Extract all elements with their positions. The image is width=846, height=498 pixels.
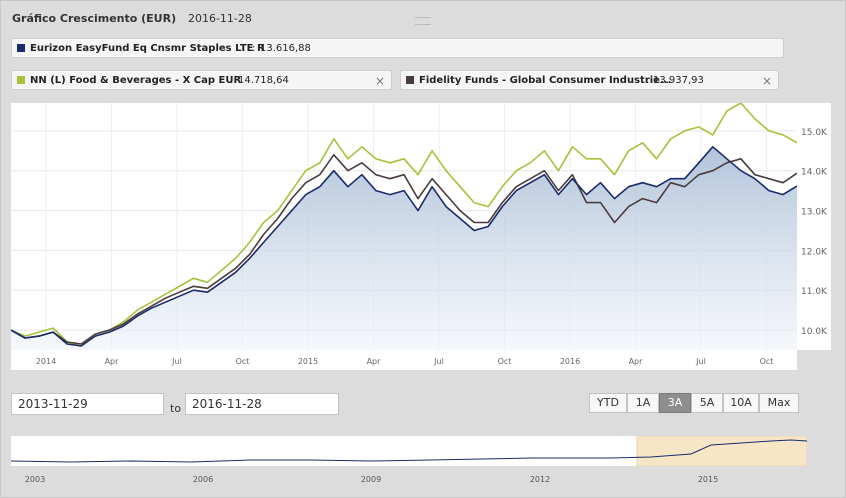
range-button-3a[interactable]: 3A	[659, 393, 691, 413]
navigator-tick-label: 2015	[698, 475, 718, 484]
y-tick-label: 11.0K	[801, 287, 828, 297]
x-tick-label: 2016	[560, 357, 580, 366]
close-icon[interactable]: ×	[761, 74, 772, 88]
series-line-nn	[11, 103, 797, 347]
navigator-tick-label: 2003	[25, 475, 45, 484]
growth-chart[interactable]	[11, 103, 797, 350]
navigator-tick-label: 2012	[530, 475, 550, 484]
legend-value: 13.937,93	[653, 75, 704, 86]
x-tick-label: Oct	[236, 357, 250, 366]
series-swatch-icon	[406, 76, 414, 84]
x-tick-label: Apr	[105, 357, 120, 366]
legend-name: Eurizon EasyFund Eq Cnsmr Staples LTE R	[30, 43, 265, 54]
legend-item-fidelity: Fidelity Funds - Global Consumer Industr…	[400, 70, 779, 90]
navigator-tick-label: 2006	[193, 475, 213, 484]
navigator-tick-label: 2009	[361, 475, 381, 484]
chart-title-text: Gráfico Crescimento (EUR)	[12, 12, 177, 25]
y-tick-label: 10.0K	[801, 327, 828, 337]
series-swatch-icon	[17, 44, 25, 52]
range-button-10a[interactable]: 10A	[723, 393, 759, 413]
x-tick-label: Oct	[498, 357, 512, 366]
series-swatch-icon	[17, 76, 25, 84]
navigator-x-axis: 2003 2006 2009 2012 2015	[25, 475, 718, 484]
legend-item-nn: NN (L) Food & Beverages - X Cap EUR : 14…	[11, 70, 392, 90]
legend-item-eurizon: Eurizon EasyFund Eq Cnsmr Staples LTE R …	[11, 38, 784, 58]
drag-handle-icon[interactable]	[415, 17, 431, 25]
y-axis: 15.0K 14.0K 13.0K 12.0K 11.0K 10.0K	[797, 103, 831, 350]
navigator-line	[11, 439, 807, 463]
x-tick-label: Jul	[171, 357, 182, 366]
x-tick-label: Jul	[433, 357, 444, 366]
date-from-input[interactable]: 2013-11-29	[11, 393, 164, 415]
y-tick-label: 14.0K	[801, 168, 828, 178]
x-tick-label: Jul	[695, 357, 706, 366]
x-tick-label: 2014	[36, 357, 56, 366]
range-button-max[interactable]: Max	[759, 393, 799, 413]
chart-date: 2016-11-28	[187, 12, 252, 25]
date-to-input[interactable]: 2016-11-28	[185, 393, 339, 415]
to-label: to	[170, 402, 182, 415]
range-button-1a[interactable]: 1A	[627, 393, 659, 413]
x-tick-label: Apr	[629, 357, 644, 366]
close-icon[interactable]: ×	[374, 74, 385, 88]
y-tick-label: 15.0K	[801, 128, 828, 138]
legend-sep: :	[230, 75, 234, 86]
legend-name: NN (L) Food & Beverages - X Cap EUR	[30, 75, 242, 86]
x-axis: 2014 Apr Jul Oct 2015 Apr Jul Oct 2016 Apr Jul Oct	[11, 350, 797, 370]
y-tick-label: 12.0K	[801, 247, 828, 257]
legend-sep: :	[646, 75, 650, 86]
navigator[interactable]	[11, 436, 807, 466]
x-tick-label: Oct	[760, 357, 774, 366]
y-tick-label: 13.0K	[801, 208, 828, 218]
chart-title: Gráfico Crescimento (EUR) 2016-11-28	[12, 12, 252, 25]
legend-value: 13.616,88	[260, 43, 311, 54]
legend-sep: :	[252, 43, 256, 54]
range-button-5a[interactable]: 5A	[691, 393, 723, 413]
range-button-ytd[interactable]: YTD	[589, 393, 627, 413]
legend-name: Fidelity Funds - Global Consumer Industr…	[419, 75, 672, 86]
series-area-eurizon	[11, 146, 797, 350]
series-line-fidelity	[11, 154, 797, 345]
legend-value: 14.718,64	[238, 75, 289, 86]
series-line-eurizon	[11, 146, 797, 347]
x-tick-label: 2015	[298, 357, 318, 366]
x-tick-label: Apr	[367, 357, 382, 366]
